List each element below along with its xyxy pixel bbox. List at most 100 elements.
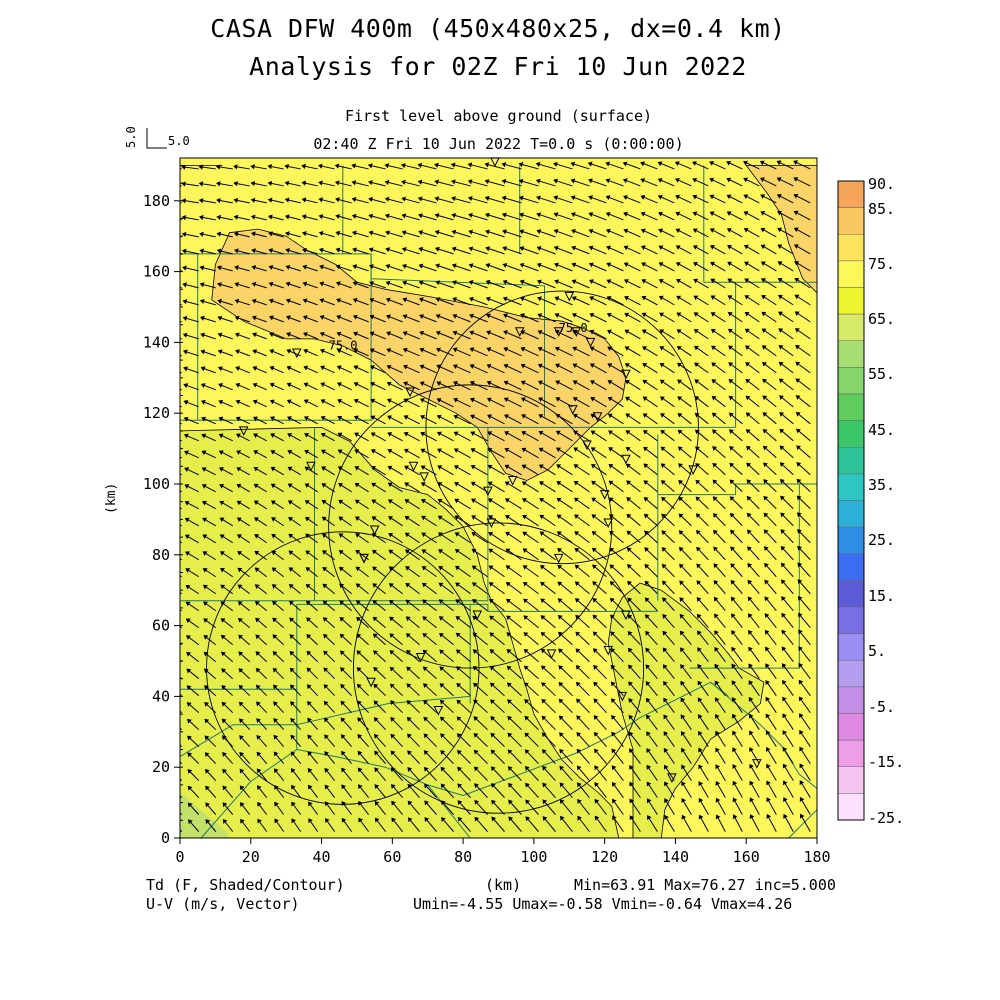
wind-vector-head — [536, 212, 542, 218]
wind-vector — [180, 168, 182, 170]
wind-vector-head — [308, 801, 313, 807]
wind-vector-head — [727, 244, 732, 250]
wind-vector-head — [357, 784, 363, 790]
wind-vector-head — [799, 729, 804, 735]
wind-vector-head — [696, 596, 702, 602]
wind-vector-head — [205, 785, 210, 791]
wind-vector-head — [341, 784, 346, 790]
wind-vector-head — [713, 563, 719, 569]
wind-vector-head — [485, 229, 490, 235]
wind-vector-head — [240, 818, 245, 824]
wind-vector-head — [204, 768, 210, 774]
wind-vector-head — [766, 780, 771, 786]
wind-vector-head — [506, 598, 511, 604]
wind-vector-head — [438, 549, 444, 554]
wind-vector-head — [234, 265, 239, 271]
wind-vector-head — [729, 462, 735, 468]
wind-vector-head — [675, 228, 681, 234]
wind-vector-head — [763, 512, 769, 518]
wind-vector-head — [505, 531, 511, 537]
wind-vector-head — [796, 512, 802, 518]
wind-vector-head — [285, 298, 291, 304]
wind-vector-head — [799, 746, 804, 752]
wind-vector-head — [468, 280, 474, 285]
wind-vector-head — [697, 647, 702, 653]
wind-vector-head — [677, 396, 683, 401]
wind-vector-head — [764, 596, 770, 602]
wind-vector-head — [608, 514, 614, 519]
wind-vector-head — [646, 798, 652, 804]
wind-vector-head — [610, 631, 616, 637]
wind-vector-head — [623, 211, 629, 217]
wind-vector-head — [698, 781, 704, 787]
wind-vector-head — [334, 163, 340, 169]
colorbar-swatch — [837, 580, 865, 608]
wind-vector-head — [389, 633, 395, 639]
wind-vector-head — [507, 766, 513, 771]
wind-vector-head — [592, 631, 598, 637]
wind-vector-head — [271, 584, 277, 589]
wind-vector-head — [795, 378, 801, 384]
wind-vector-head — [473, 699, 479, 705]
wind-vector-head — [273, 701, 278, 707]
wind-vector-head — [748, 663, 753, 669]
wind-vector-head — [355, 600, 361, 605]
wind-vector-head — [781, 596, 786, 602]
wind-vector-head — [289, 600, 294, 606]
wind-vector-head — [337, 399, 343, 404]
wind-vector-head — [780, 495, 785, 501]
wind-vector-head — [508, 799, 513, 805]
wind-vector-head — [389, 599, 394, 605]
wind-vector — [519, 213, 539, 221]
wind-vector-head — [793, 193, 799, 199]
wind-vector-head — [640, 228, 646, 234]
wind-vector-head — [659, 396, 665, 401]
wind-vector-head — [605, 228, 611, 234]
wind-vector-head — [490, 766, 496, 772]
wind-vector-head — [608, 463, 614, 469]
wind-vector-head — [779, 479, 785, 484]
wind-vector — [520, 263, 539, 272]
wind-vector-head — [423, 750, 429, 756]
wind-vector-head — [658, 211, 663, 217]
wind-vector-head — [743, 227, 749, 233]
wind-vector-head — [730, 529, 735, 535]
wind-vector-head — [522, 548, 528, 553]
wind-vector-head — [457, 800, 463, 805]
wind-vector-head — [645, 664, 651, 670]
wind-vector-head — [373, 733, 379, 739]
wind-vector-head — [799, 763, 805, 769]
wind-vector-head — [473, 749, 479, 755]
wind-vector-head — [607, 363, 613, 368]
wind-vector-head — [251, 281, 257, 287]
wind-vector-head — [204, 718, 210, 724]
wind-vector-head — [454, 498, 460, 504]
wind-vector-head — [254, 601, 260, 606]
wind-vector-head — [351, 180, 357, 186]
wind-vector-head — [506, 665, 512, 671]
station-marker — [419, 472, 429, 483]
wind-vector-head — [370, 365, 375, 370]
wind-vector-head — [439, 683, 445, 688]
wind-vector-head — [268, 298, 274, 304]
wind-vector-head — [696, 563, 702, 569]
wind-vector-head — [776, 177, 782, 182]
wind-vector-head — [288, 517, 294, 522]
wind-vector-head — [761, 328, 767, 334]
wind-vector-head — [438, 582, 444, 588]
wind-vector-head — [695, 530, 701, 535]
wind-vector-head — [335, 213, 340, 220]
vector-stats: Umin=-4.55 Umax=-0.58 Vmin=-0.64 Vmax=4.… — [413, 895, 793, 913]
wind-vector-head — [336, 365, 342, 371]
wind-vector-head — [185, 585, 191, 590]
wind-vector-head — [486, 313, 491, 319]
wind-vector-head — [389, 683, 395, 689]
wind-vector-head — [692, 194, 698, 200]
wind-vector — [799, 763, 811, 781]
wind-vector-head — [541, 665, 546, 671]
wind-vector-head — [288, 567, 294, 572]
wind-vector-head — [373, 717, 379, 722]
wind-vector-head — [201, 467, 207, 472]
wind-vector-head — [285, 264, 291, 270]
wind-vector-head — [289, 650, 295, 656]
